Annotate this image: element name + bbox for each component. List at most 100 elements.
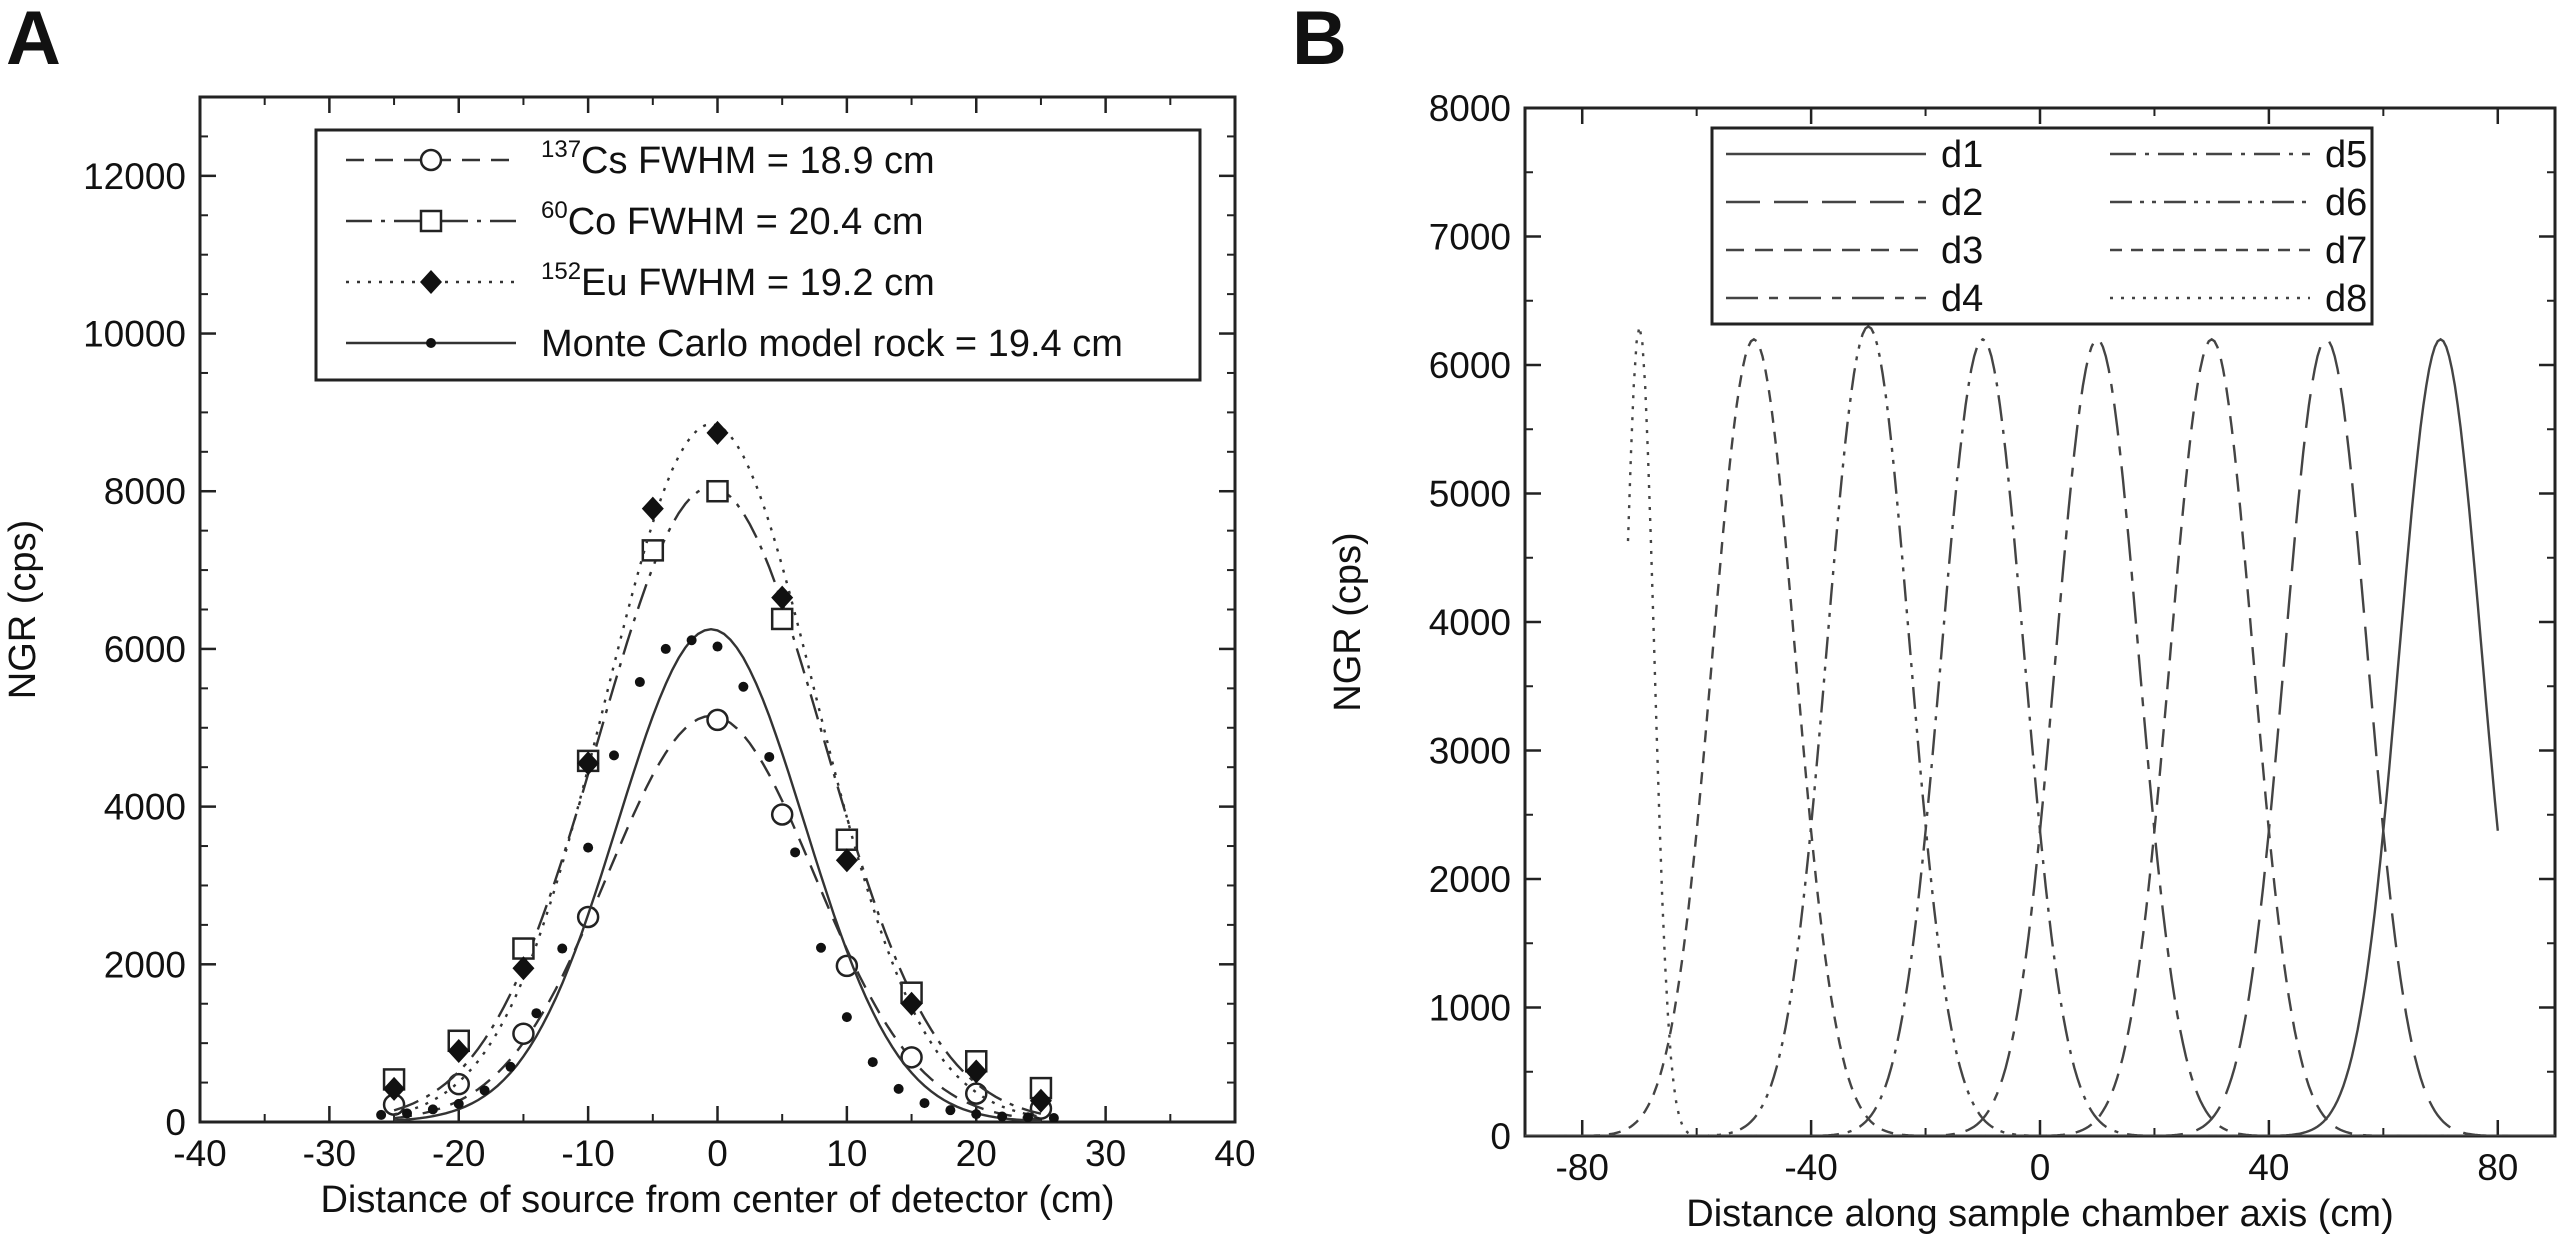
- legend-entry-d7: d7: [2325, 230, 2367, 272]
- y-tick-label: 8000: [104, 471, 186, 512]
- x-tick-label: -10: [561, 1133, 614, 1174]
- legend: d1 d2 d3 d4 d5 d6 d7 d8: [1710, 126, 2374, 326]
- data-point-mc: [660, 643, 671, 654]
- y-tick-label: 2000: [1429, 859, 1511, 900]
- legend-marker-cs: [419, 148, 443, 172]
- legend-isotope-mass: 137: [541, 136, 581, 163]
- y-tick-label: 5000: [1429, 474, 1511, 515]
- data-point-eu: [771, 585, 794, 610]
- x-axis-title: Distance of source from center of detect…: [320, 1179, 1114, 1221]
- data-point-co: [641, 539, 665, 562]
- y-tick-label: 2000: [104, 944, 186, 985]
- legend-entry-cs: 137Cs FWHM = 18.9 cm: [541, 136, 935, 182]
- panel-label: B: [1292, 0, 1347, 81]
- chart-b: -80 -40 0 40 80 0 1000 2000 3000 4000 5000 6000 7000…: [1292, 0, 2557, 1235]
- x-tick-label: 80: [2477, 1147, 2518, 1188]
- data-point-co: [770, 607, 794, 631]
- y-tick-label: 8000: [1429, 88, 1511, 129]
- data-point-mc: [609, 750, 619, 761]
- legend-entry-d4: d4: [1941, 278, 1983, 320]
- legend: 137Cs FWHM = 18.9 cm 60Co FWHM = 20.4 cm 1…: [314, 128, 1202, 382]
- data-point-eu: [1029, 1088, 1052, 1113]
- data-point-mc: [893, 1083, 904, 1094]
- legend-marker-eu: [420, 270, 442, 294]
- data-point-cs: [770, 803, 794, 826]
- x-tick-label: 40: [2248, 1147, 2289, 1188]
- y-tick-label: 0: [165, 1102, 186, 1143]
- data-point-mc: [557, 943, 568, 954]
- data-point-eu: [641, 496, 664, 521]
- legend-entry-d6: d6: [2325, 182, 2367, 224]
- y-tick-label: 10000: [83, 314, 186, 355]
- y-tick-label: 4000: [104, 787, 186, 828]
- legend-isotope-mass: 60: [541, 197, 568, 224]
- x-tick-label: -80: [1555, 1147, 1608, 1188]
- x-tick-label: 0: [2030, 1147, 2051, 1188]
- legend-entry-mc: Monte Carlo model rock = 19.4 cm: [541, 323, 1123, 365]
- data-point-mc: [634, 677, 645, 688]
- data-point-mc: [686, 635, 697, 646]
- data-point-mc: [1023, 1112, 1033, 1122]
- y-tick-label: 4000: [1429, 602, 1511, 643]
- data-point-mc: [971, 1109, 982, 1120]
- y-axis-title: NGR (cps): [1327, 532, 1369, 711]
- y-tick-label: 6000: [1429, 345, 1511, 386]
- legend-entry-d2: d2: [1941, 182, 1983, 224]
- data-point-mc: [841, 1012, 852, 1023]
- data-point-eu: [965, 1059, 988, 1084]
- legend-entry-eu: 152Eu FWHM = 19.2 cm: [541, 258, 935, 304]
- y-tick-label: 6000: [104, 629, 186, 670]
- y-axis-title: NGR (cps): [2, 520, 44, 699]
- data-point-mc: [738, 681, 749, 692]
- legend-label: Co FWHM = 20.4 cm: [568, 201, 924, 243]
- data-point-cs: [965, 1082, 988, 1105]
- legend-entry-d5: d5: [2325, 134, 2367, 176]
- x-tick-label: -20: [432, 1133, 485, 1174]
- legend-box: [1710, 126, 2374, 326]
- data-point-co: [706, 479, 729, 503]
- data-point-co: [835, 828, 859, 851]
- data-point-mc: [479, 1085, 490, 1096]
- data-point-eu: [900, 991, 923, 1016]
- legend-isotope-mass: 152: [541, 258, 581, 285]
- chart-a: -40 -30 -20 -10 0 10 20 30 40 0 2000 4000 6000 8000 10…: [2, 0, 1256, 1221]
- plot-area: [376, 420, 1059, 1122]
- legend-marker-co: [419, 209, 443, 233]
- y-tick-label: 1000: [1429, 988, 1511, 1029]
- data-point-mc: [764, 751, 775, 762]
- legend-entry-co: 60Co FWHM = 20.4 cm: [541, 197, 924, 243]
- data-point-cs: [447, 1072, 470, 1096]
- legend-entry-d8: d8: [2325, 278, 2367, 320]
- data-point-eu: [383, 1076, 406, 1101]
- legend-entry-d3: d3: [1941, 230, 1983, 272]
- data-point-mc: [919, 1098, 930, 1109]
- data-point-mc: [712, 641, 723, 652]
- data-point-cs: [900, 1046, 923, 1069]
- y-tick-label: 3000: [1429, 731, 1511, 772]
- y-tick-label: 7000: [1429, 217, 1511, 258]
- data-point-mc: [790, 847, 801, 858]
- data-point-mc: [816, 942, 826, 953]
- data-point-mc: [583, 842, 594, 853]
- data-point-mc: [427, 1104, 438, 1115]
- legend-entry-d1: d1: [1941, 134, 1983, 176]
- x-tick-label: -30: [303, 1133, 356, 1174]
- x-tick-label: -40: [173, 1133, 226, 1174]
- data-point-cs: [706, 708, 729, 732]
- series-line-eu: [393, 422, 1042, 1118]
- series-line-d5: [1525, 337, 2555, 1136]
- data-point-eu: [835, 848, 858, 873]
- data-point-eu: [447, 1039, 470, 1064]
- x-tick-label: -40: [1784, 1147, 1837, 1188]
- data-point-eu: [577, 751, 600, 776]
- data-point-mc: [997, 1111, 1008, 1122]
- legend-label: Cs FWHM = 18.9 cm: [581, 140, 935, 182]
- data-point-co: [512, 937, 535, 960]
- data-point-eu: [512, 956, 535, 981]
- x-tick-label: 20: [956, 1133, 997, 1174]
- data-point-mc: [867, 1057, 878, 1068]
- data-point-mc: [505, 1061, 516, 1072]
- data-point-cs: [512, 1022, 535, 1045]
- x-axis-title: Distance along sample chamber axis (cm): [1686, 1193, 2394, 1235]
